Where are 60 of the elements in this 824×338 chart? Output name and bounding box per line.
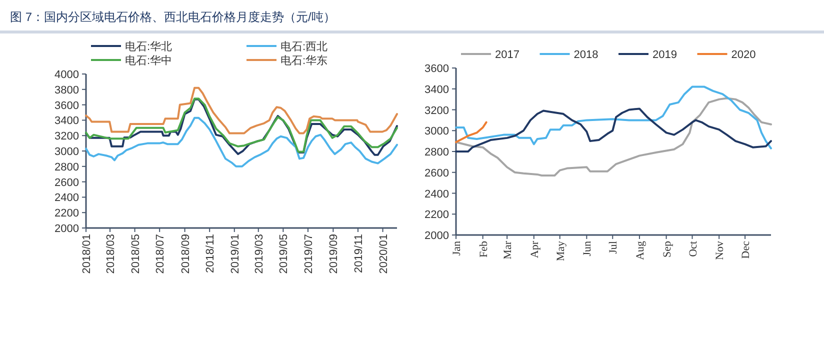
x-tick-label: Apr xyxy=(528,240,541,258)
line-series xyxy=(455,97,772,177)
line-series xyxy=(85,116,398,168)
x-tick-label: 2018/09 xyxy=(180,234,192,274)
x-tick-label: 2018/07 xyxy=(154,234,167,274)
y-tick-label: 2400 xyxy=(424,188,449,200)
legend-label: 2018 xyxy=(574,49,598,61)
x-tick-label: 2019/07 xyxy=(302,234,315,274)
y-tick-label: 3400 xyxy=(54,115,79,128)
y-tick-label: 2400 xyxy=(54,192,79,204)
x-tick-label: Jan xyxy=(451,240,463,256)
y-tick-label: 4000 xyxy=(54,69,79,81)
x-tick-label: Jun xyxy=(582,240,594,256)
y-tick-label: 2200 xyxy=(424,209,449,222)
x-tick-label: 2019/09 xyxy=(328,234,340,274)
legend-label: 电石:华北 xyxy=(125,40,172,53)
y-tick-label: 2800 xyxy=(54,161,79,174)
y-tick-label: 3000 xyxy=(54,146,79,158)
x-tick-label: Oct xyxy=(687,241,700,257)
x-tick-label: Mar xyxy=(502,240,514,260)
x-tick-label: 2018/05 xyxy=(130,234,142,274)
legend-label: 2019 xyxy=(652,49,677,61)
y-tick-label: 3200 xyxy=(54,130,79,143)
x-tick-label: 2019/11 xyxy=(352,234,365,273)
line-series xyxy=(455,86,772,150)
y-tick-label: 3800 xyxy=(54,84,79,96)
line-series xyxy=(85,86,398,134)
legend-label: 2020 xyxy=(731,49,756,61)
y-tick-label: 2600 xyxy=(54,176,79,189)
y-tick-label: 3600 xyxy=(424,63,449,75)
legend-label: 电石:华东 xyxy=(280,54,328,67)
x-tick-label: 2018/03 xyxy=(104,234,117,274)
y-tick-label: 2000 xyxy=(54,223,79,235)
x-tick-label: 2020/01 xyxy=(378,234,390,274)
x-tick-label: Aug xyxy=(634,240,646,260)
y-tick-label: 3600 xyxy=(54,100,79,112)
y-tick-label: 2200 xyxy=(54,208,79,220)
y-tick-label: 2600 xyxy=(424,167,449,180)
y-tick-label: 3200 xyxy=(424,104,449,117)
line-series xyxy=(455,108,772,152)
chart-title: 图 7：国内分区域电石价格、西北电石价格月度走势（元/吨） xyxy=(10,10,336,24)
x-tick-label: May xyxy=(554,240,567,262)
line-series xyxy=(455,121,488,144)
x-tick-label: 2019/03 xyxy=(253,234,266,274)
y-tick-label: 2800 xyxy=(424,146,449,158)
y-tick-label: 2000 xyxy=(424,230,449,242)
x-tick-label: 2018/01 xyxy=(81,234,93,274)
x-tick-label: Nov xyxy=(714,240,726,260)
x-tick-label: Feb xyxy=(478,240,490,258)
x-tick-label: Jul xyxy=(608,241,620,254)
legend-label: 2017 xyxy=(495,49,520,61)
legend-label: 电石:华中 xyxy=(125,54,172,67)
x-tick-label: 2019/01 xyxy=(229,234,242,274)
x-tick-label: Dec xyxy=(740,240,752,259)
x-tick-label: 2018/11 xyxy=(204,234,217,273)
x-tick-label: 2019/05 xyxy=(278,234,290,274)
y-tick-label: 3000 xyxy=(424,126,449,138)
legend-label: 电石:西北 xyxy=(280,40,328,53)
x-tick-label: Sep xyxy=(661,240,674,258)
y-tick-label: 3400 xyxy=(424,84,449,96)
